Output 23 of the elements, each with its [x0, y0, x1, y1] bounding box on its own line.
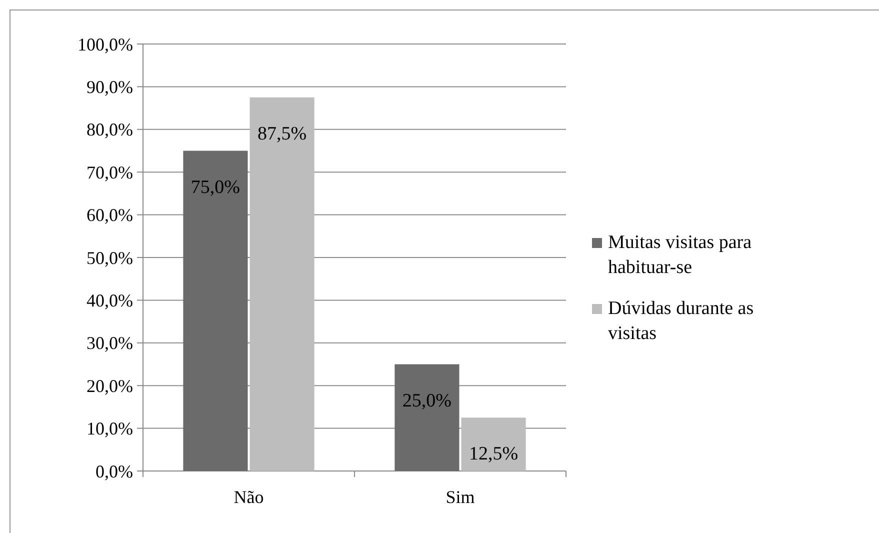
legend-label: Muitas visitas para habituar-se: [608, 232, 752, 278]
x-tick-label: Não: [234, 487, 264, 507]
bar: [461, 418, 526, 471]
bar: [250, 97, 314, 471]
y-tick-label: 60,0%: [86, 205, 133, 226]
data-label: 87,5%: [257, 123, 307, 144]
y-tick-label: 100,0%: [78, 34, 133, 54]
bar: [183, 150, 248, 471]
y-tick-label: 10,0%: [86, 418, 133, 439]
bar: [394, 364, 460, 471]
y-tick-label: 30,0%: [86, 333, 133, 354]
y-tick-label: 40,0%: [86, 290, 133, 310]
data-label: 25,0%: [402, 390, 452, 412]
y-tick-label: 80,0%: [86, 120, 133, 140]
y-tick-label: 70,0%: [86, 162, 133, 182]
y-tick-label: 50,0%: [86, 248, 133, 268]
y-tick-label: 90,0%: [86, 77, 133, 97]
y-tick-label: 0,0%: [96, 461, 133, 482]
data-label: 75,0%: [190, 176, 240, 198]
y-tick-label: 20,0%: [86, 376, 133, 396]
legend-label: Dúvidas durante as visitas: [608, 298, 754, 344]
data-label: 12,5%: [468, 444, 518, 465]
x-tick-label: Sim: [446, 487, 475, 507]
